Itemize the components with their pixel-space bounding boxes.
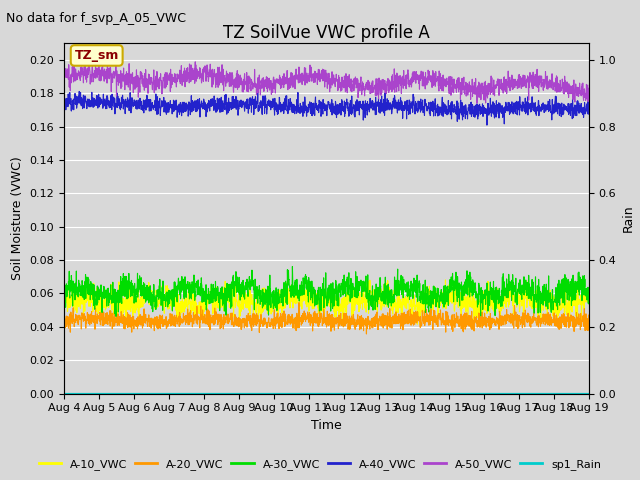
Y-axis label: Soil Moisture (VWC): Soil Moisture (VWC): [11, 156, 24, 280]
Title: TZ SoilVue VWC profile A: TZ SoilVue VWC profile A: [223, 24, 430, 42]
Legend: A-10_VWC, A-20_VWC, A-30_VWC, A-40_VWC, A-50_VWC, sp1_Rain: A-10_VWC, A-20_VWC, A-30_VWC, A-40_VWC, …: [34, 455, 606, 474]
X-axis label: Time: Time: [311, 419, 342, 432]
Text: TZ_sm: TZ_sm: [74, 49, 119, 62]
Text: No data for f_svp_A_05_VWC: No data for f_svp_A_05_VWC: [6, 12, 186, 25]
Y-axis label: Rain: Rain: [622, 204, 635, 232]
